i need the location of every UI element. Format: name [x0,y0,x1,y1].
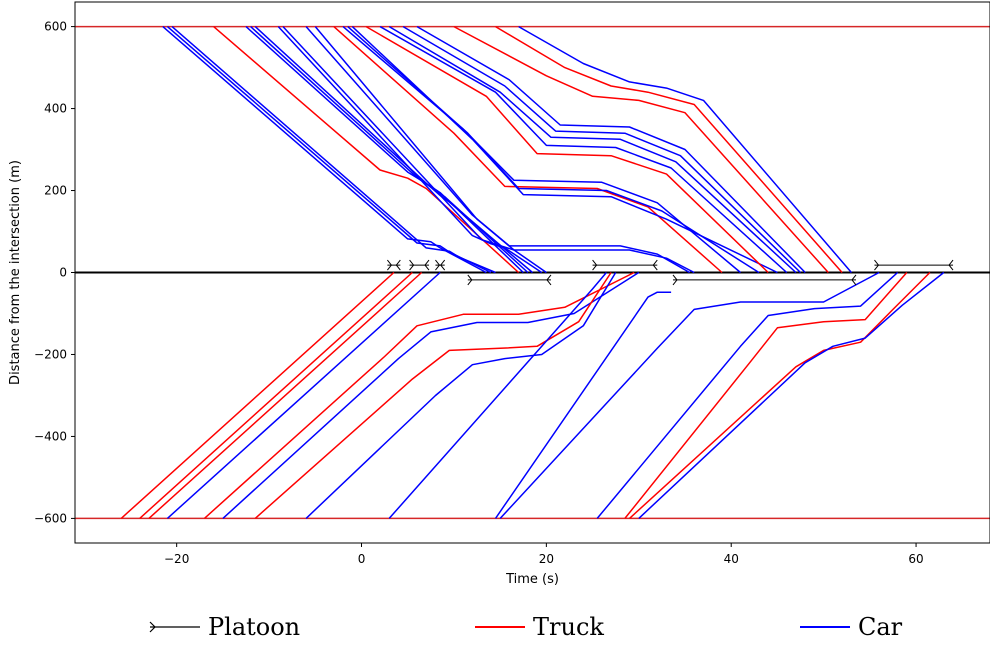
platoon-bracket-3 [467,274,552,286]
car-trajectory-32 [494,291,672,519]
platoon-bracket-0 [387,259,401,271]
car-trajectory-17 [388,25,797,274]
truck-trajectory-15 [365,25,769,274]
car-trajectory-26 [166,271,441,519]
platoon-markers [387,259,954,286]
car-trajectory-19 [416,25,806,274]
truck-trajectory-29 [254,272,612,519]
car-trajectory-28 [222,271,640,519]
y-tick-label-4: −200 [34,347,67,361]
legend-label-platoon: Platoon [208,613,300,641]
legend-label-truck: Truck [533,613,604,641]
y-tick-label-6: −600 [34,511,67,525]
x-axis-label: Time (s) [505,572,559,587]
y-tick-label-5: −400 [34,429,67,443]
platoon-bracket-2 [435,259,446,271]
legend-label-car: Car [858,613,903,641]
y-axis-label: Distance from the intersection (m) [8,160,23,385]
car-trajectory-18 [402,25,802,274]
y-tick-label-1: 400 [44,102,67,116]
car-trajectory-34 [596,271,899,519]
car-trajectory-7 [277,26,543,274]
x-axis-ticks: −20 0 20 40 60 [164,543,924,566]
car-trajectory-16 [379,25,788,274]
truck-trajectory-20 [453,25,829,274]
car-trajectory-8 [282,26,547,274]
car-trajectory-22 [518,25,852,273]
car-trajectory-0 [162,26,487,274]
platoon-bracket-5 [672,274,857,286]
truck-trajectory-25 [148,271,423,519]
y-tick-label-2: 200 [44,184,67,198]
truck-trajectory-24 [139,271,413,519]
car-trajectory-10 [314,26,695,274]
y-tick-label-0: 600 [44,20,67,34]
car-trajectory-37 [638,271,945,519]
legend-entry-car: Car [800,613,903,641]
truck-trajectory-23 [120,271,395,519]
car-trajectory-14 [351,26,778,274]
x-tick-label-4: 60 [908,552,923,566]
car-trajectory-33 [499,271,880,519]
truck-trajectory-35 [624,272,908,519]
y-axis-ticks: 600 400 200 0 −200 −400 −600 [34,20,75,525]
y-tick-label-3: 0 [59,266,67,280]
vehicle-trajectories [120,25,945,519]
truck-trajectory-36 [628,271,931,519]
car-trajectory-31 [388,272,607,519]
car-trajectory-2 [171,26,496,274]
x-tick-label-1: 0 [358,552,366,566]
x-tick-label-3: 40 [724,552,739,566]
platoon-bracket-1 [409,259,430,271]
x-tick-label-2: 20 [539,552,554,566]
legend: Platoon Truck Car [149,613,903,641]
truck-trajectory-11 [333,26,723,274]
platoon-bracket-6 [874,259,954,271]
car-trajectory-30 [305,272,617,519]
legend-entry-platoon: Platoon [149,613,300,641]
platoon-bracket-4 [592,259,658,271]
x-tick-label-0: −20 [164,552,189,566]
legend-entry-truck: Truck [475,613,604,641]
truck-trajectory-3 [213,26,520,274]
truck-trajectory-27 [203,271,635,519]
truck-trajectory-21 [495,25,843,273]
